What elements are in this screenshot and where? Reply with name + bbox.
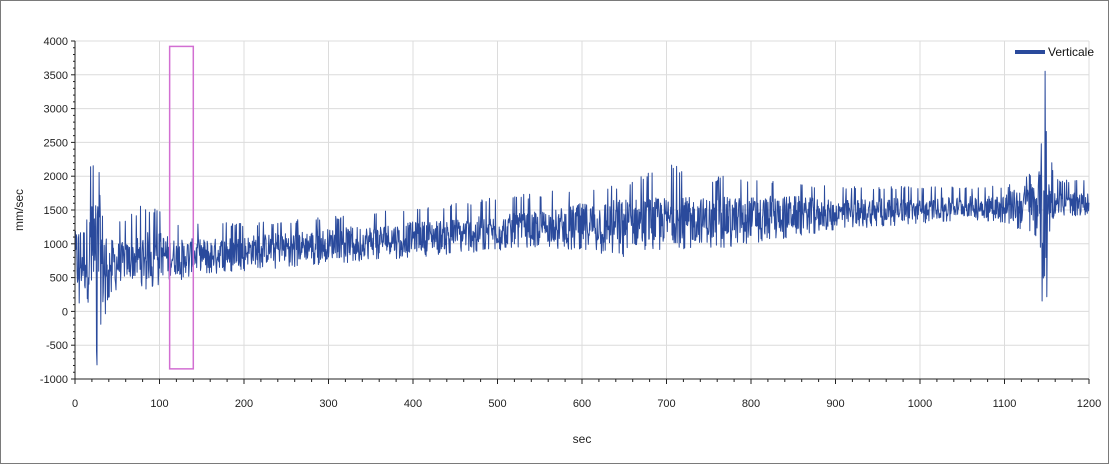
x-axis-label: sec: [573, 432, 592, 446]
x-tick-label: 1100: [993, 398, 1017, 410]
y-tick-label: 3500: [44, 70, 68, 82]
y-tick-label: 2500: [44, 137, 68, 149]
y-tick-label: 2000: [44, 171, 68, 183]
y-tick-label: 500: [50, 273, 68, 285]
y-tick-label: 0: [62, 306, 68, 318]
x-tick-label: 900: [826, 398, 844, 410]
y-tick-label: -1000: [40, 374, 68, 386]
series-layer: [74, 70, 1090, 366]
y-tick-label: 4000: [44, 36, 68, 48]
y-tick-label: 3000: [44, 104, 68, 116]
x-tick-label: 300: [319, 398, 337, 410]
highlight-rectangle: [168, 45, 195, 370]
annotation-layer: [168, 45, 195, 370]
x-tick-label: 0: [72, 398, 78, 410]
y-tick-label: 1000: [44, 239, 68, 251]
x-tick-label: 200: [235, 398, 253, 410]
axes: -1000-5000500100015002000250030003500400…: [40, 36, 1101, 410]
y-tick-label: -500: [46, 340, 68, 352]
series-line-verticale: [74, 70, 1090, 366]
y-axis-label: mm/sec: [12, 189, 26, 231]
x-tick-label: 1000: [908, 398, 932, 410]
x-tick-label: 500: [488, 398, 506, 410]
y-tick-label: 1500: [44, 205, 68, 217]
x-tick-label: 600: [573, 398, 591, 410]
x-tick-label: 800: [742, 398, 760, 410]
legend-label-verticale: Verticale: [1048, 45, 1094, 59]
x-tick-label: 700: [657, 398, 675, 410]
x-tick-label: 100: [150, 398, 168, 410]
x-tick-label: 1200: [1077, 398, 1101, 410]
legend: Verticale: [1015, 45, 1094, 59]
x-tick-label: 400: [404, 398, 422, 410]
